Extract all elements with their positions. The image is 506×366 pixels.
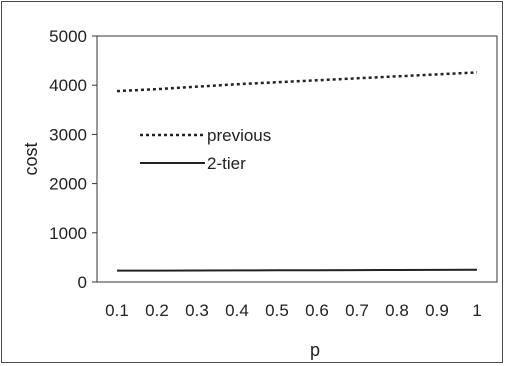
- x-tick-label: 0.7: [345, 301, 369, 320]
- y-tick-label: 0: [78, 273, 87, 292]
- y-axis-ticks: 0 1000 2000 3000 4000 5000: [49, 27, 97, 292]
- x-tick-label: 0.2: [145, 301, 169, 320]
- legend-label: previous: [207, 126, 271, 145]
- y-tick-label: 4000: [49, 76, 87, 95]
- series-line-previous: [116, 71, 478, 93]
- legend: previous 2-tier: [140, 126, 271, 173]
- series-layer: [116, 71, 478, 272]
- y-tick-label: 1000: [49, 224, 87, 243]
- x-tick-label: 0.3: [185, 301, 209, 320]
- x-tick-label: 0.6: [305, 301, 329, 320]
- series-line-2-tier: [116, 268, 478, 272]
- plot-area: [96, 35, 498, 283]
- x-tick-label: 1: [472, 301, 481, 320]
- y-tick-label: 2000: [49, 175, 87, 194]
- x-tick-label: 0.8: [385, 301, 409, 320]
- legend-label: 2-tier: [207, 154, 246, 173]
- y-axis-label: cost: [21, 142, 41, 175]
- y-tick-label: 5000: [49, 27, 87, 46]
- x-tick-label: 0.1: [105, 301, 129, 320]
- x-axis-ticks: 0.1 0.2 0.3 0.4 0.5 0.6 0.7 0.8 0.9 1: [105, 301, 482, 320]
- y-tick-label: 3000: [49, 125, 87, 144]
- x-axis-label: p: [310, 340, 320, 360]
- x-tick-label: 0.9: [425, 301, 449, 320]
- x-tick-label: 0.5: [265, 301, 289, 320]
- x-tick-label: 0.4: [225, 301, 249, 320]
